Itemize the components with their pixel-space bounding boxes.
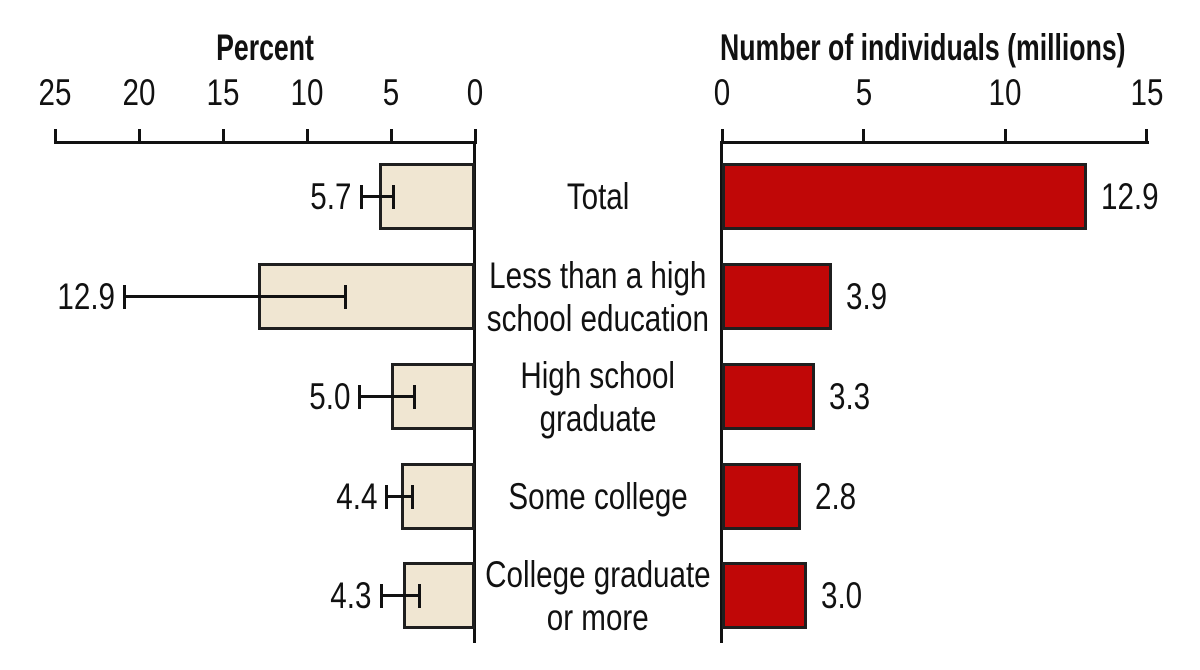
category-label-line: Some college [508, 476, 688, 517]
left-axis-line [54, 141, 477, 144]
percent-value-label: 4.4 [335, 475, 377, 517]
percent-value-label: 5.7 [310, 175, 352, 217]
error-bar-cap-right [410, 484, 414, 509]
right-axis-tick [1003, 129, 1007, 144]
left-axis-tick-label: 20 [122, 72, 156, 113]
left-axis-tick-label: 5 [382, 72, 400, 113]
category-label-line: or more [546, 596, 649, 638]
right-axis-tick-label: 5 [855, 72, 872, 113]
left-axis-tick [53, 129, 57, 144]
left-axis-tick-label: 10 [290, 72, 324, 113]
error-bar-cap-right [417, 583, 421, 608]
millions-bar [722, 562, 807, 629]
error-bar-cap-left [359, 184, 363, 209]
millions-bar [722, 263, 833, 330]
percent-value-label: 12.9 [57, 275, 115, 317]
millions-bar [722, 363, 816, 430]
millions-value-label: 2.8 [815, 475, 857, 517]
left-axis-tick [389, 129, 393, 144]
category-label: College graduate or more [476, 553, 720, 638]
right-axis-tick-label: 0 [713, 72, 731, 113]
category-label-line: College graduate [485, 553, 711, 595]
right-panel-zero-axis [720, 141, 723, 643]
error-bar-line [359, 395, 415, 398]
left-axis-tick [221, 129, 225, 144]
category-label: Total [476, 155, 720, 238]
error-bar-line [123, 295, 346, 298]
error-bar-line [380, 594, 420, 597]
millions-value-label: 3.9 [846, 275, 888, 317]
category-label-line: school education [486, 297, 710, 339]
category-label-line: Total [566, 176, 630, 217]
category-label-line: High school [520, 354, 676, 396]
error-bar-cap-right [343, 284, 347, 309]
right-axis-tick-label: 15 [1130, 72, 1164, 113]
left-axis-tick [137, 129, 141, 144]
error-bar-cap-left [384, 484, 388, 509]
category-label: High school graduate [476, 354, 720, 439]
right-axis-title: Number of individuals (millions) [720, 27, 1126, 68]
error-bar-cap-left [379, 583, 383, 608]
millions-value-label: 12.9 [1101, 175, 1160, 217]
millions-value-label: 3.0 [820, 574, 863, 616]
error-bar-line [360, 195, 395, 198]
left-axis-tick-label: 15 [206, 72, 240, 113]
left-axis-tick [473, 129, 477, 144]
left-axis-tick [305, 129, 309, 144]
percent-value-label: 4.3 [330, 574, 372, 616]
millions-value-label: 3.3 [829, 375, 871, 417]
category-label: Less than a high school education [476, 254, 720, 339]
left-axis-tick-label: 0 [466, 72, 484, 113]
error-bar-cap-left [122, 284, 126, 309]
left-axis-title: Percent [216, 27, 314, 68]
right-axis-tick [862, 129, 866, 144]
percent-value-label: 5.0 [308, 375, 351, 417]
error-bar-line [385, 495, 413, 498]
error-bar-cap-left [358, 384, 362, 409]
right-axis-tick [1145, 129, 1149, 144]
right-axis-tick [720, 129, 724, 144]
left-axis-tick-label: 25 [38, 72, 72, 113]
millions-bar [722, 463, 802, 530]
category-label-line: graduate [539, 397, 657, 439]
millions-bar [722, 163, 1088, 230]
error-bar-cap-right [392, 184, 396, 209]
right-axis-tick-label: 10 [988, 72, 1022, 113]
error-bar-cap-right [412, 384, 416, 409]
category-label-line: Less than a high [489, 254, 707, 296]
right-axis-line [720, 141, 1149, 144]
category-label: Some college [476, 455, 720, 538]
